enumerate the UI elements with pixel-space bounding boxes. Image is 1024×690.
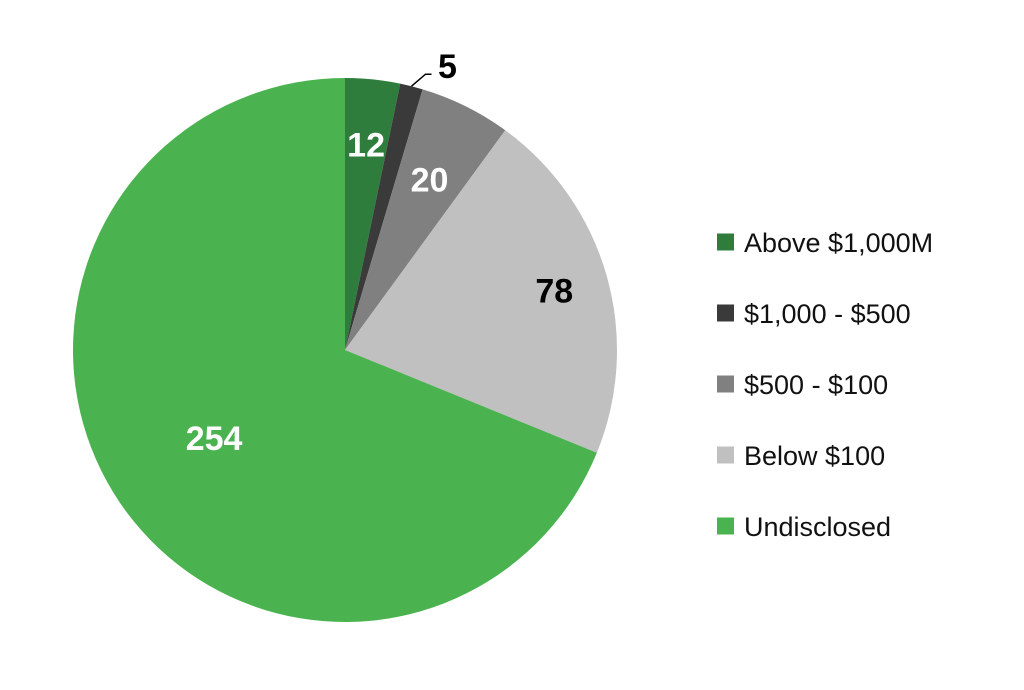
legend-label-1-000-500: $1,000 - $500: [744, 299, 911, 329]
legend-label-undisclosed: Undisclosed: [744, 512, 891, 542]
pie-slices: [73, 78, 618, 622]
legend-label-500-100: $500 - $100: [744, 370, 888, 400]
legend-swatch-undisclosed: [717, 517, 734, 535]
legend-swatch-500-100: [717, 375, 734, 393]
data-label-below-100: 78: [535, 273, 573, 311]
data-label-500-100: 20: [411, 161, 449, 199]
pie-slice-below-100: [345, 130, 618, 453]
legend-item-below-100: Below $100: [717, 441, 885, 471]
legend-swatch-below-100: [717, 446, 734, 464]
pie-slice-1-000-500: [345, 83, 423, 350]
data-label-1-000-500: 5: [438, 48, 457, 86]
pie-slice-above-1-000m: [345, 78, 401, 350]
pie-data-labels: 12 5 20 78 254: [186, 48, 573, 458]
data-label-above-1-000m: 12: [347, 126, 385, 164]
legend-item-500-100: $500 - $100: [717, 370, 888, 400]
leader-line-1-000-500: [411, 73, 432, 87]
legend-swatch-above-1-000m: [717, 233, 734, 251]
legend-item-1-000-500: $1,000 - $500: [717, 299, 911, 329]
legend-label-below-100: Below $100: [744, 441, 885, 471]
legend: Above $1,000M $1,000 - $500 $500 - $100 Bel…: [717, 228, 933, 542]
pie-slice-undisclosed: [73, 78, 597, 622]
legend-item-above-1-000m: Above $1,000M: [717, 228, 933, 258]
legend-item-undisclosed: Undisclosed: [717, 512, 891, 542]
data-label-undisclosed: 254: [186, 420, 243, 458]
legend-label-above-1-000m: Above $1,000M: [744, 228, 933, 258]
pie-slice-500-100: [345, 89, 506, 350]
legend-swatch-1-000-500: [717, 304, 734, 322]
